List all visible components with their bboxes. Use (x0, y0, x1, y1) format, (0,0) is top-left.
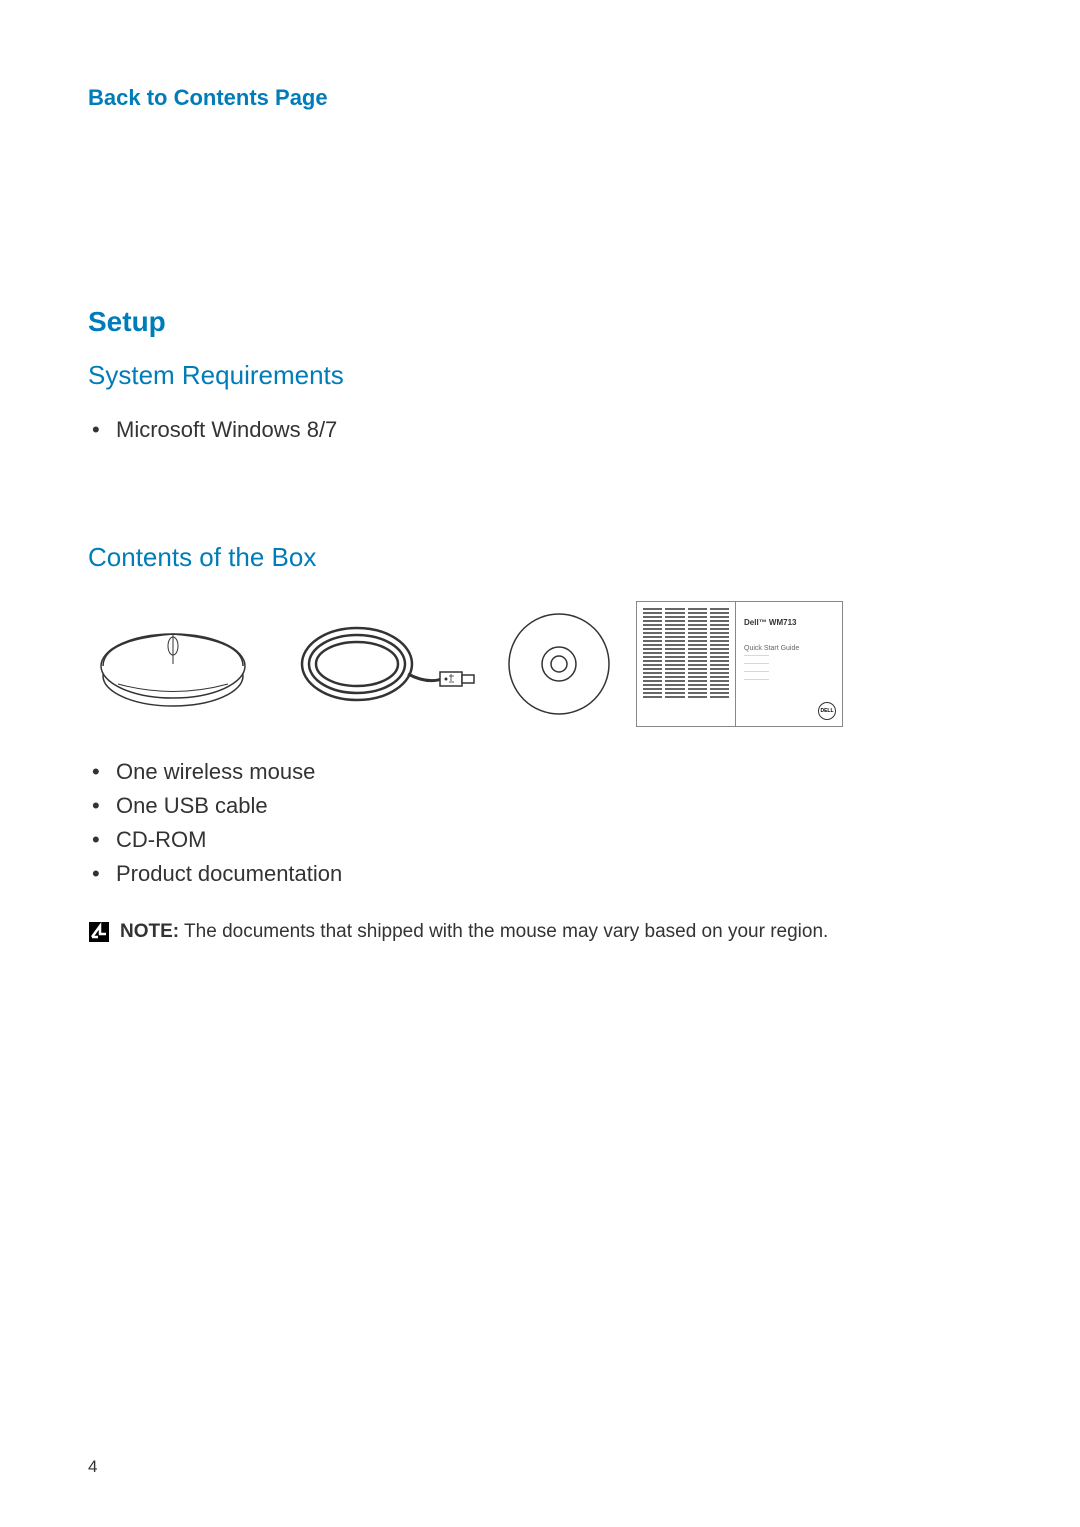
note-text: The documents that shipped with the mous… (184, 921, 828, 942)
system-requirements-heading: System Requirements (88, 360, 992, 391)
list-item: One wireless mouse (116, 755, 992, 789)
dell-logo-icon: DELL (818, 702, 836, 720)
mouse-image (88, 614, 258, 714)
doc-cover-sheet: Dell™ WM713 Quick Start Guide ——————————… (736, 602, 842, 726)
back-to-contents-link[interactable]: Back to Contents Page (88, 85, 328, 110)
doc-guide-label: Quick Start Guide (744, 645, 834, 652)
note-icon (88, 921, 110, 943)
note-text-container: NOTE: The documents that shipped with th… (120, 921, 828, 943)
contents-box-list: One wireless mouse One USB cable CD-ROM … (88, 755, 992, 891)
product-images-row: Dell™ WM713 Quick Start Guide ——————————… (88, 601, 992, 727)
doc-text-sheet (637, 602, 736, 726)
system-requirements-list: Microsoft Windows 8/7 (88, 413, 992, 447)
list-item: One USB cable (116, 789, 992, 823)
mouse-icon (88, 614, 258, 714)
usb-cable-icon (282, 614, 482, 714)
page-number: 4 (88, 1457, 97, 1477)
doc-tiny-text: ———————————————————— (744, 652, 834, 684)
list-item: Product documentation (116, 857, 992, 891)
list-item: CD-ROM (116, 823, 992, 857)
doc-model-label: Dell™ WM713 (744, 618, 834, 627)
note-label: NOTE: (120, 921, 179, 942)
cable-image (282, 614, 482, 714)
cd-rom-icon (506, 611, 612, 717)
cd-image (506, 611, 612, 717)
documentation-image: Dell™ WM713 Quick Start Guide ——————————… (636, 601, 843, 727)
contents-box-heading: Contents of the Box (88, 542, 992, 573)
setup-heading: Setup (88, 306, 992, 338)
list-item: Microsoft Windows 8/7 (116, 413, 992, 447)
note-line: NOTE: The documents that shipped with th… (88, 921, 992, 943)
